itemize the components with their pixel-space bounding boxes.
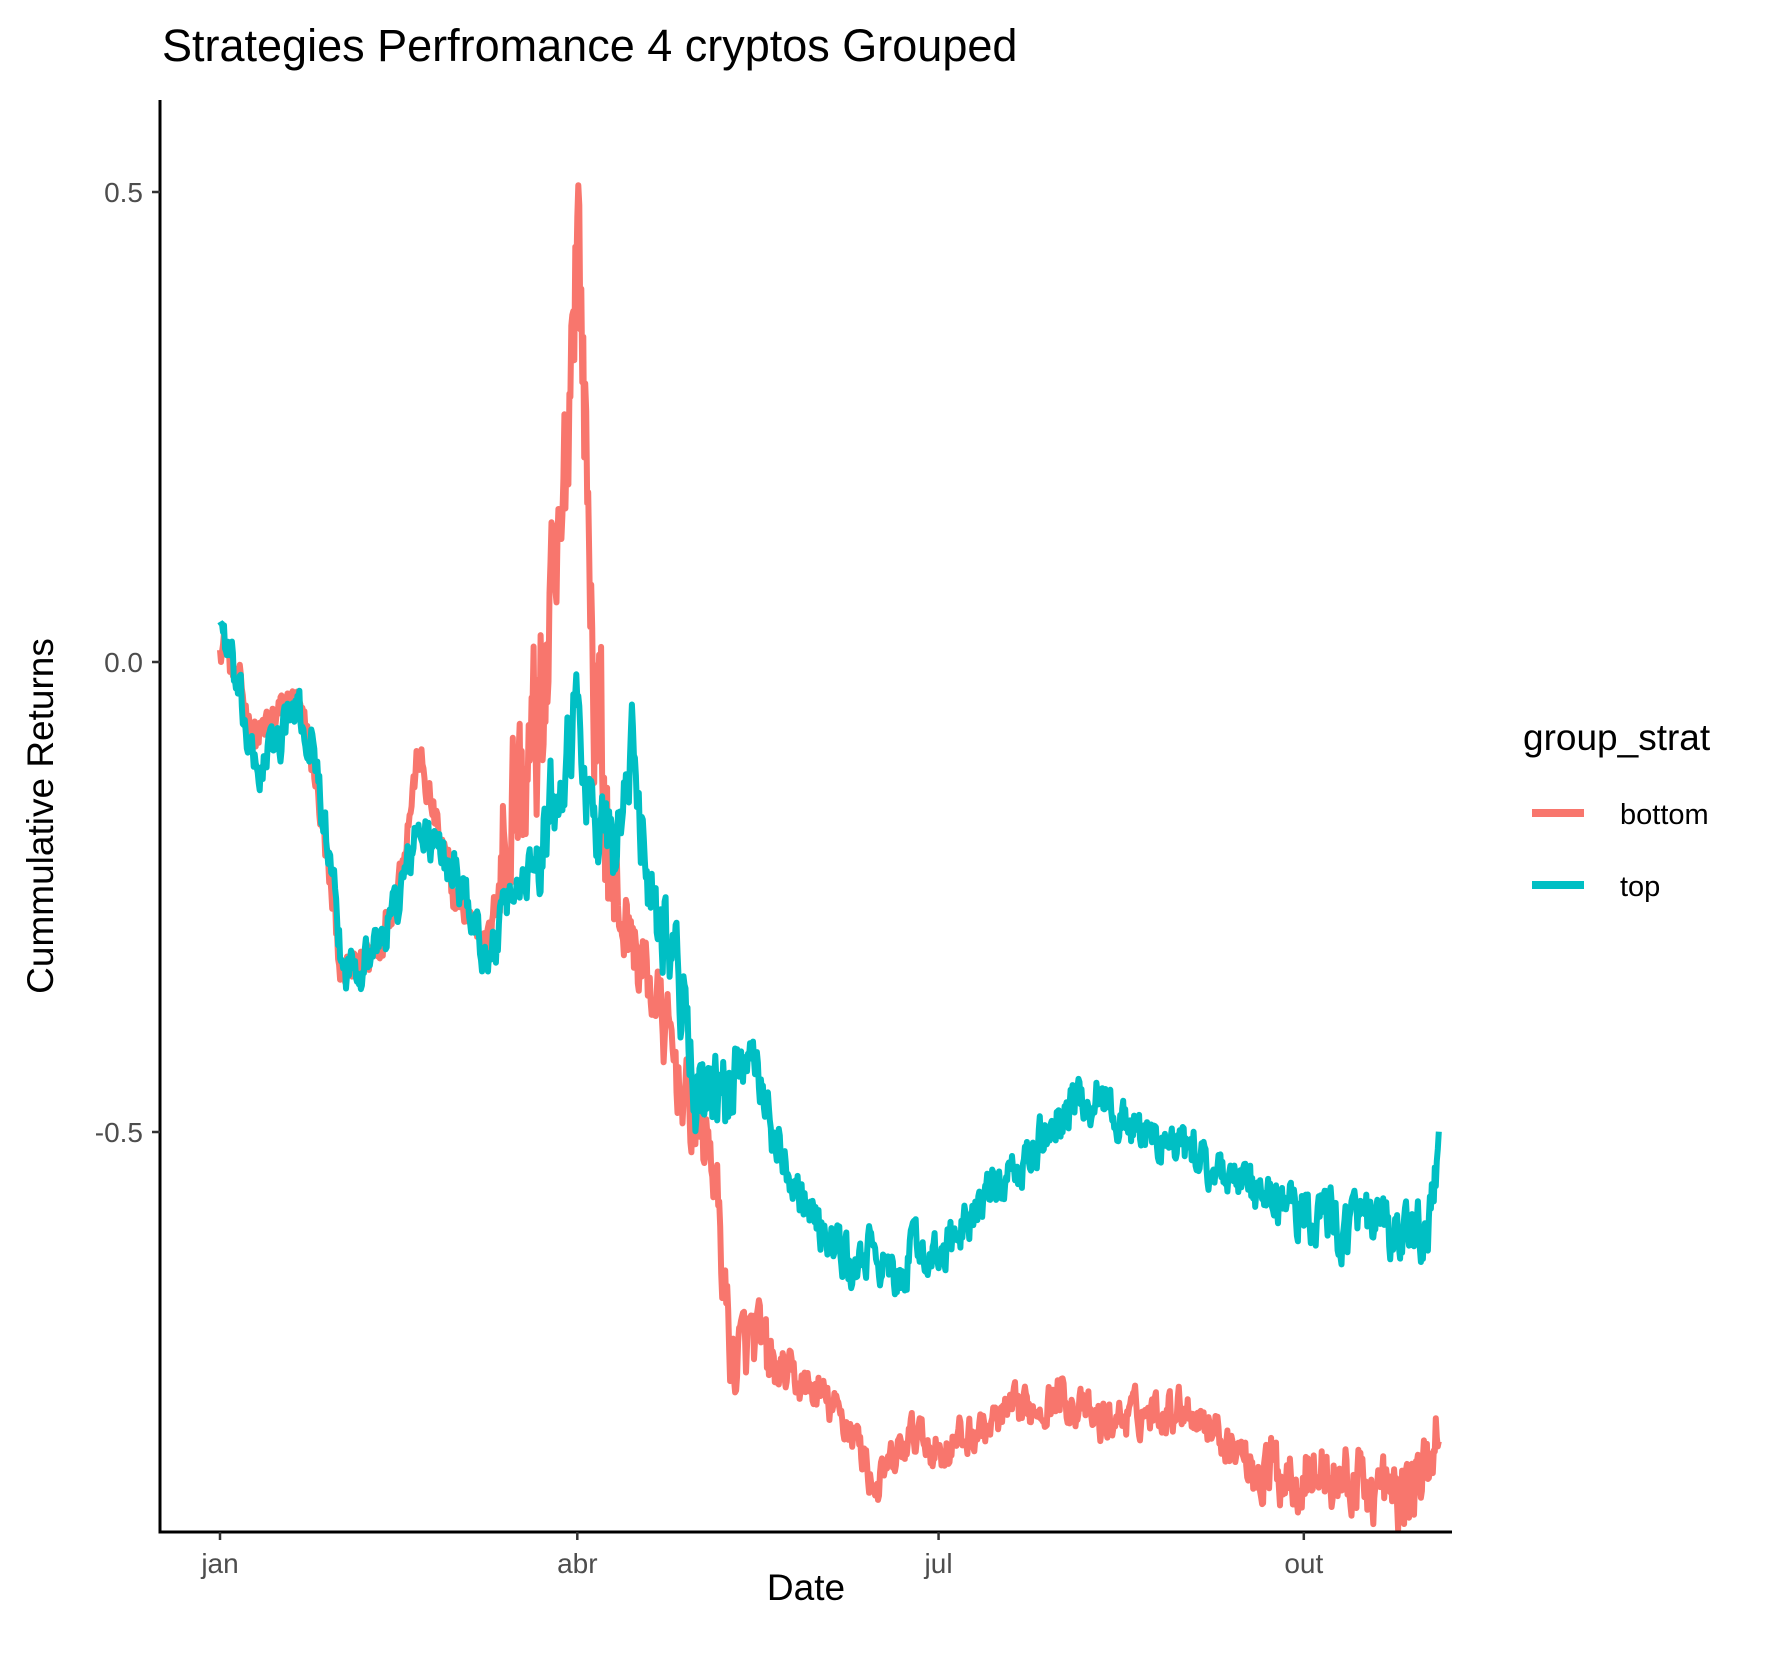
x-tick-label: out [1284, 1548, 1323, 1579]
x-axis-ticks: jan abr jul out [200, 1532, 1323, 1579]
x-tick-label: jan [200, 1548, 238, 1579]
y-tick-label: 0.0 [104, 647, 143, 678]
series-line-top [217, 620, 1442, 1298]
y-tick-label: 0.5 [104, 177, 143, 208]
legend-title: group_strat [1523, 717, 1711, 758]
y-tick-label: -0.5 [95, 1117, 143, 1148]
series-line-bottom [217, 182, 1442, 1533]
x-axis-title: Date [767, 1567, 845, 1608]
chart-title: Strategies Perfromance 4 cryptos Grouped [162, 20, 1017, 71]
y-axis-title: Cummulative Returns [20, 638, 61, 994]
x-tick-label: jul [924, 1548, 953, 1579]
x-tick-label: abr [557, 1548, 597, 1579]
legend-label-bottom: bottom [1620, 799, 1709, 831]
plot-lines [217, 182, 1442, 1533]
legend: group_strat bottom top [1523, 717, 1711, 903]
y-axis-ticks: 0.5 0.0 -0.5 [95, 177, 160, 1148]
legend-label-top: top [1620, 871, 1660, 903]
